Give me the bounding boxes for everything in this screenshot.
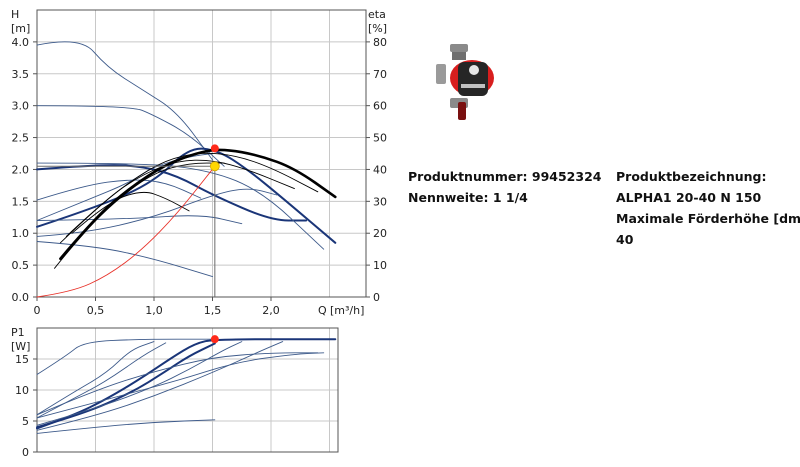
plot-frame — [36, 9, 367, 298]
x-tick-label: 1,5 — [204, 304, 222, 317]
pump-head-curve — [36, 164, 308, 222]
system-curve — [36, 165, 216, 298]
nominal-size: Nennweite: 1 1/4 — [408, 190, 528, 205]
pump-head-curve — [36, 188, 278, 237]
product-info-left: Produktnummer: 99452324 Nennweite: 1 1/4 — [408, 166, 601, 208]
product-designation-label: Produktbezeichnung: — [616, 169, 767, 184]
y-tick-label-right: 10 — [373, 259, 387, 272]
pump-head-curve — [36, 41, 213, 161]
power-curve — [36, 341, 243, 426]
pump-head-curve — [36, 105, 225, 167]
x-tick-label: 2,0 — [262, 304, 280, 317]
product-info-right: Produktbezeichnung: ALPHA1 20-40 N 150 M… — [616, 166, 800, 250]
y-tick-label-left: 1.5 — [12, 195, 30, 208]
y-tick-label-left: 0.5 — [12, 259, 30, 272]
y-tick-label-left: 2.5 — [12, 132, 30, 145]
efficiency-curve — [65, 159, 295, 237]
x-axis-label: Q — [318, 304, 327, 317]
y-tick-label-right: 80 — [373, 36, 387, 49]
y-tick-label-right: 0 — [373, 291, 380, 304]
y-tick-label: 10 — [15, 384, 29, 397]
y-axis-right-label: eta — [368, 8, 386, 21]
power-curve — [36, 341, 284, 431]
operating-point-marker — [209, 161, 220, 172]
y-tick-label: 0 — [22, 446, 29, 459]
duty-point-marker — [210, 144, 219, 153]
y-tick-label-right: 30 — [373, 195, 387, 208]
y-axis-right-unit: [%] — [368, 22, 387, 35]
power-curve — [36, 352, 319, 416]
power-curve — [36, 419, 216, 434]
max-head-label: Maximale Förderhöhe [dm]: — [616, 211, 800, 226]
y-tick-label-left: 2.0 — [12, 163, 30, 176]
y-axis-unit: [W] — [11, 340, 30, 353]
pump-head-curve — [36, 147, 337, 244]
pump-head-curve — [36, 179, 202, 201]
efficiency-curve — [54, 162, 225, 269]
y-tick-label-left: 3.0 — [12, 100, 30, 113]
power-curve — [36, 338, 337, 430]
pump-performance-charts: 0.00.51.01.52.02.53.03.54.00102030405060… — [11, 8, 387, 459]
power-curve — [36, 352, 325, 419]
power-curve — [36, 342, 216, 429]
y-tick-label-left: 3.5 — [12, 68, 30, 81]
y-tick-label-right: 50 — [373, 132, 387, 145]
x-axis-unit: [m³/h] — [330, 304, 364, 317]
product-designation-value: ALPHA1 20-40 N 150 — [616, 190, 762, 205]
max-head-value: 40 — [616, 232, 634, 247]
efficiency-curve — [71, 191, 190, 234]
y-tick-label-right: 60 — [373, 100, 387, 113]
pump-head-curve — [36, 241, 213, 278]
x-tick-label: 1,0 — [145, 304, 163, 317]
y-tick-label-left: 4.0 — [12, 36, 30, 49]
y-tick-label-left: 1.0 — [12, 227, 30, 240]
product-number: Produktnummer: 99452324 — [408, 169, 602, 184]
y-tick-label-right: 20 — [373, 227, 387, 240]
pump-head-curve — [36, 215, 243, 225]
power-curve — [36, 338, 213, 375]
y-axis-label: P1 — [11, 326, 25, 339]
pump-product-image — [436, 44, 494, 120]
power-curve — [36, 342, 167, 419]
y-tick-label: 15 — [15, 353, 29, 366]
y-axis-left-label: H — [11, 8, 19, 21]
power-curve — [36, 341, 155, 416]
power-duty-point-marker — [210, 335, 219, 344]
y-tick-label: 5 — [22, 415, 29, 428]
x-tick-label: 0 — [34, 304, 41, 317]
head-efficiency-chart: 0.0 0.5 1.0 1.5 2.0 2.5 3.0 3.5 4.0 0 10 20 30 40 50 60… — [11, 8, 387, 317]
power-chart: 0 5 10 15 P1[W] — [11, 326, 339, 459]
x-tick-label: 0,5 — [87, 304, 105, 317]
y-tick-label-right: 70 — [373, 68, 387, 81]
pump-head-curve — [36, 162, 325, 250]
y-axis-left-unit: [m] — [11, 22, 30, 35]
y-tick-label-left: 0.0 — [12, 291, 30, 304]
y-tick-label-right: 40 — [373, 163, 387, 176]
